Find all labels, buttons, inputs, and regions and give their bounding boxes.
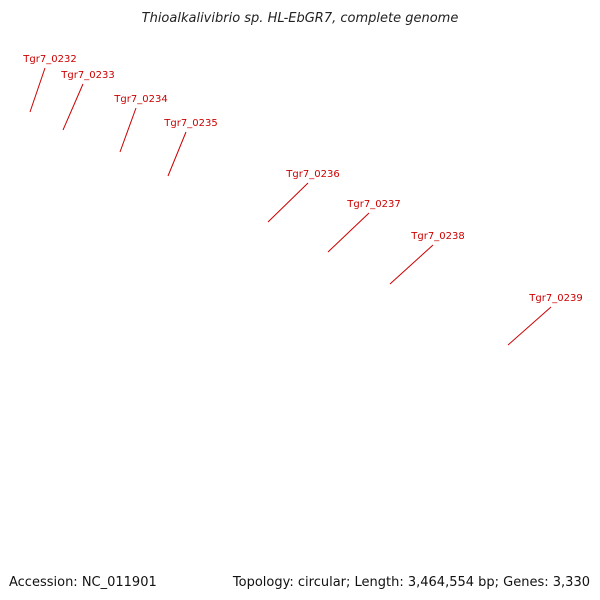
leader-line [62,83,84,131]
gene-label: Tgr7_0234 [113,94,167,105]
leader-line [167,131,187,177]
leader-line [29,67,46,113]
gene-label: Tgr7_0239 [528,293,582,304]
leader-line [119,107,137,153]
gene-label: Tgr7_0236 [285,169,339,180]
gene-label: Tgr7_0238 [410,231,464,242]
accession-text: Accession: NC_011901 [9,575,157,590]
leader-line [389,244,434,285]
leader-line [267,182,309,223]
gene-label: Tgr7_0237 [346,199,400,210]
gene-label: Tgr7_0232 [22,54,76,65]
map-title: Thioalkalivibrio sp. HL-EbGR7, complete … [142,11,459,26]
gene-label: Tgr7_0233 [60,70,114,81]
gene-label: Tgr7_0235 [163,118,217,129]
gene-labels: Tgr7_0232 Tgr7_0233 Tgr7_0234 Tgr7_0235 Tgr7… [22,54,583,346]
topology-text: Topology: circular; Length: 3,464,554 bp… [232,575,590,590]
leader-line [507,306,552,346]
leader-line [327,212,370,253]
